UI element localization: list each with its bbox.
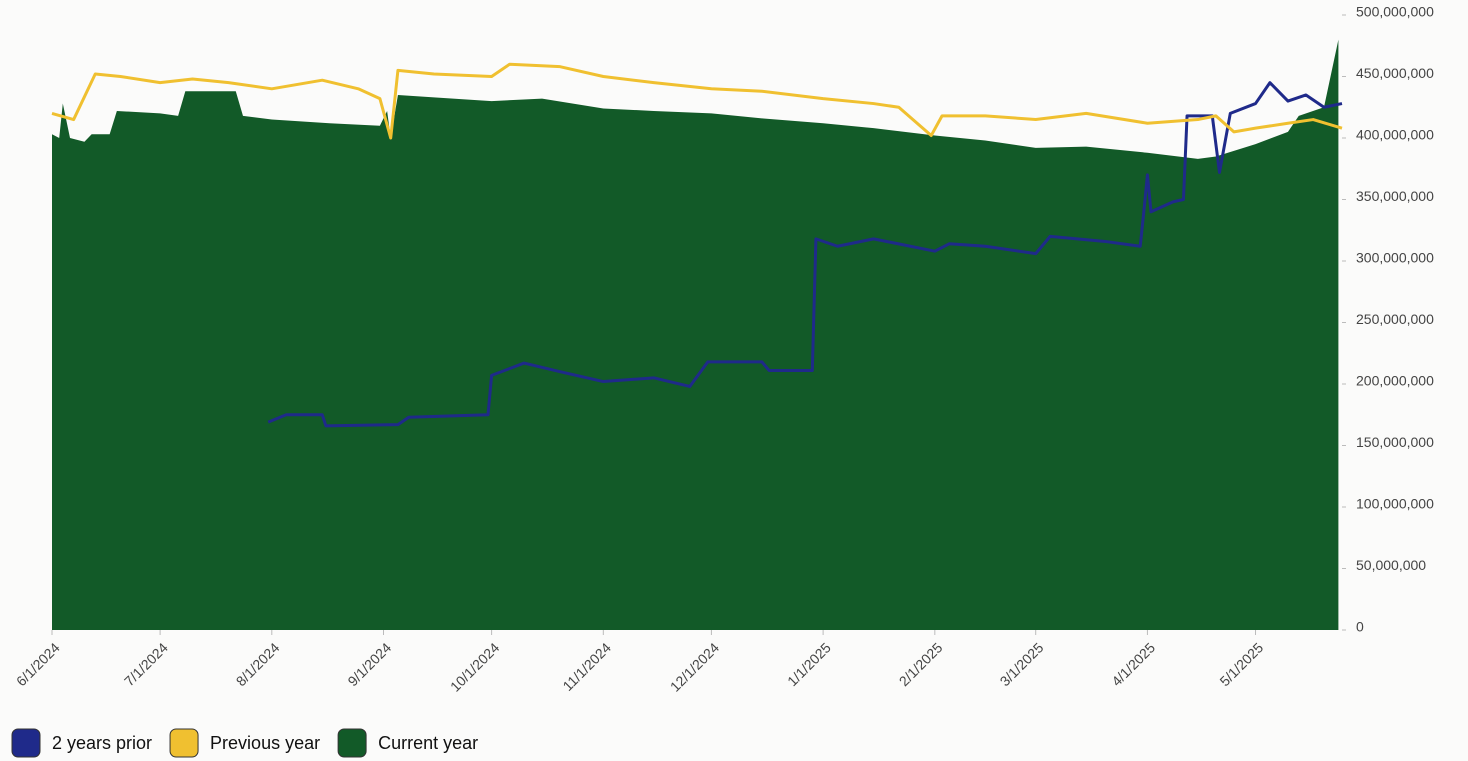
legend-swatch (337, 728, 367, 758)
x-tick-label: 4/1/2025 (1108, 639, 1158, 689)
x-tick-label: 1/1/2025 (784, 639, 834, 689)
x-tick-label: 11/1/2024 (559, 639, 614, 694)
y-tick-label: 450,000,000 (1356, 65, 1434, 81)
y-tick-label: 300,000,000 (1356, 250, 1434, 266)
legend-swatch (11, 728, 41, 758)
y-tick-label: 100,000,000 (1356, 496, 1434, 512)
legend-swatch (169, 728, 199, 758)
x-tick-label: 6/1/2024 (13, 639, 63, 689)
legend-label: Previous year (210, 733, 320, 753)
y-tick-label: 500,000,000 (1356, 4, 1434, 20)
y-tick-label: 0 (1356, 619, 1364, 635)
x-tick-label: 2/1/2025 (896, 639, 946, 689)
x-tick-label: 7/1/2024 (121, 639, 171, 689)
legend-item: 2 years prior (11, 728, 152, 758)
line (51, 62, 1343, 140)
y-tick-label: 350,000,000 (1356, 188, 1434, 204)
line (267, 81, 1343, 428)
legend-label: Current year (378, 733, 478, 753)
legend-item: Current year (337, 728, 478, 758)
x-tick-label: 10/1/2024 (447, 639, 503, 695)
x-tick-label: 12/1/2024 (667, 639, 723, 695)
y-tick-label: 50,000,000 (1356, 557, 1426, 573)
x-tick-label: 3/1/2025 (997, 639, 1047, 689)
y-tick-label: 150,000,000 (1356, 434, 1434, 450)
y-tick-label: 400,000,000 (1356, 127, 1434, 143)
y-tick-label: 200,000,000 (1356, 373, 1434, 389)
x-tick-label: 9/1/2024 (344, 639, 394, 689)
area (52, 39, 1339, 631)
x-tick-label: 8/1/2024 (233, 639, 283, 689)
legend-item: Previous year (169, 728, 320, 758)
y-tick-label: 250,000,000 (1356, 311, 1434, 327)
x-tick-label: 5/1/2025 (1216, 639, 1266, 689)
legend-label: 2 years prior (52, 733, 152, 753)
